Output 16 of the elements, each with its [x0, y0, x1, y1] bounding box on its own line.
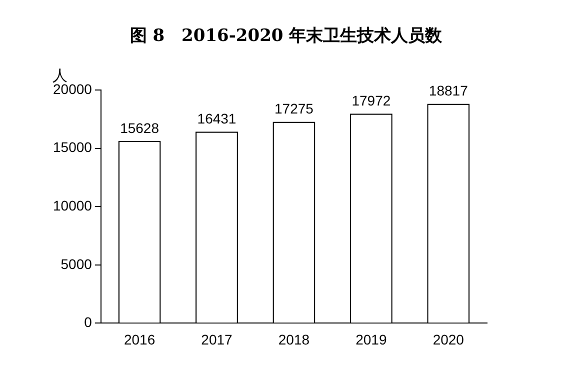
data-label: 18817: [428, 82, 468, 99]
y-tick-label: 5000: [60, 256, 92, 272]
data-label: 17275: [274, 100, 314, 117]
x-tick-label: 2016: [124, 331, 156, 348]
y-tick-label: 10000: [52, 197, 92, 214]
x-tick-label: 2019: [356, 331, 387, 348]
x-tick-label: 2018: [278, 331, 310, 348]
data-label: 17972: [352, 92, 391, 109]
x-tick-label: 2017: [201, 331, 233, 348]
y-tick-label: 15000: [52, 139, 92, 156]
y-axis-title: 人: [52, 66, 68, 84]
x-tick-label: 2020: [432, 331, 464, 348]
data-label: 15628: [120, 120, 160, 136]
y-tick-label: 0: [84, 314, 92, 330]
data-label: 16431: [197, 110, 236, 126]
chart-title: 图 8 2016-2020 年末卫生技术人员数: [128, 24, 444, 48]
